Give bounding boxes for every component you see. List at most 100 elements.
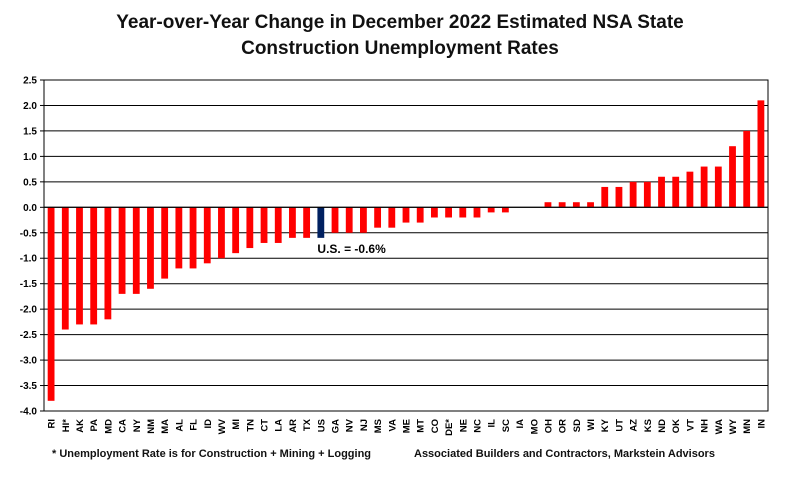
bar-al bbox=[175, 207, 183, 269]
bar-me bbox=[402, 207, 410, 223]
x-tick-label: ND bbox=[657, 419, 668, 433]
x-tick-label: VA bbox=[387, 419, 398, 432]
x-tick-label: OR bbox=[558, 419, 569, 433]
bar-md bbox=[104, 207, 112, 320]
bar-oh bbox=[544, 202, 552, 208]
bar-id bbox=[203, 207, 211, 264]
y-tick-label: 1.0 bbox=[23, 152, 37, 163]
bar-hi bbox=[61, 207, 69, 330]
x-tick-label: MT bbox=[416, 419, 427, 433]
chart-title-line-1: Year-over-Year Change in December 2022 E… bbox=[116, 12, 684, 33]
x-tick-label: WI bbox=[586, 419, 597, 431]
x-tick-label: PA bbox=[89, 419, 100, 432]
x-tick-label: DE* bbox=[444, 419, 455, 436]
x-tick-label: RI bbox=[47, 419, 58, 429]
bar-ar bbox=[289, 207, 296, 238]
x-tick-label: UT bbox=[614, 419, 625, 432]
footnote-source: Associated Builders and Contractors, Mar… bbox=[414, 448, 715, 460]
x-tick-label: ME bbox=[402, 419, 413, 433]
footnote-unemployment-note: * Unemployment Rate is for Construction … bbox=[52, 448, 372, 460]
bar-il bbox=[487, 207, 495, 213]
x-tick-label: NE bbox=[458, 419, 469, 432]
x-tick-label: WA bbox=[714, 419, 725, 434]
y-tick-label: 2.0 bbox=[23, 101, 37, 112]
x-tick-label: MN bbox=[742, 419, 753, 434]
bar-us bbox=[317, 207, 325, 238]
bar-de bbox=[445, 207, 452, 218]
bars bbox=[47, 100, 765, 401]
x-tick-label: NV bbox=[345, 418, 356, 432]
x-tick-label: VT bbox=[685, 419, 696, 431]
bar-wa bbox=[714, 166, 722, 208]
x-tick-label: LA bbox=[274, 419, 285, 432]
bar-pa bbox=[90, 207, 98, 325]
x-tick-label: CA bbox=[118, 419, 129, 433]
bar-ut bbox=[615, 186, 623, 208]
y-tick-label: 2.5 bbox=[23, 76, 37, 87]
chart-title: Year-over-Year Change in December 2022 E… bbox=[0, 10, 800, 62]
x-tick-label: MO bbox=[529, 419, 540, 434]
x-tick-label: NC bbox=[472, 419, 483, 433]
x-tick-label: MI bbox=[231, 419, 242, 430]
chart-title-line-2: Construction Unemployment Rates bbox=[241, 38, 559, 59]
x-tick-label: AZ bbox=[629, 419, 640, 432]
x-tick-label: CO bbox=[430, 419, 441, 433]
x-tick-label: HI* bbox=[61, 419, 72, 433]
x-tick-label: AK bbox=[75, 419, 86, 433]
bar-ga bbox=[331, 207, 339, 233]
bar-az bbox=[629, 181, 637, 208]
x-tick-label: IL bbox=[487, 419, 498, 428]
x-tick-label: SD bbox=[572, 419, 583, 432]
x-tick-label: US bbox=[316, 419, 327, 432]
x-tick-label: AR bbox=[288, 419, 299, 433]
y-axis-tick-labels: 2.5 2.0 1.5 1.0 0.5 0.0 -0.5 -1.0 -1.5 -2.0 -2.5 -3… bbox=[20, 76, 38, 418]
x-tick-label: MA bbox=[160, 419, 171, 434]
x-tick-label: NJ bbox=[359, 419, 370, 431]
bar-ny bbox=[132, 207, 140, 294]
plot-area-frame bbox=[43, 79, 769, 412]
bar-ak bbox=[76, 207, 83, 325]
y-tick-label: -0.5 bbox=[20, 228, 38, 239]
x-tick-label: MS bbox=[373, 419, 384, 433]
bar-nc bbox=[473, 207, 481, 218]
y-tick-label: -3.5 bbox=[20, 381, 38, 392]
us-annotation: U.S. = -0.6% bbox=[317, 242, 386, 256]
bar-wv bbox=[218, 207, 225, 259]
x-tick-label: IA bbox=[515, 419, 526, 429]
x-tick-label: OK bbox=[671, 419, 682, 433]
bar-co bbox=[430, 207, 438, 218]
bar-sd bbox=[572, 202, 580, 208]
y-tick-label: 0.5 bbox=[23, 177, 37, 188]
x-axis-tick-labels: RI HI* AK PA MD CA NY NM MA AL FL ID WV MI TN CT LA AR TX U… bbox=[47, 418, 768, 436]
y-tick-label: 0.0 bbox=[23, 203, 37, 214]
bar-ky bbox=[601, 186, 609, 208]
x-tick-label: FL bbox=[189, 419, 200, 431]
x-tick-label: TN bbox=[245, 419, 256, 432]
bar-ct bbox=[260, 207, 268, 243]
x-tick-label: AL bbox=[174, 419, 185, 432]
bar-ma bbox=[161, 207, 169, 279]
bar-nd bbox=[658, 176, 665, 208]
bar-va bbox=[388, 207, 396, 228]
bar-ok bbox=[672, 176, 680, 208]
x-tick-label: WV bbox=[217, 418, 228, 434]
x-tick-label: NH bbox=[700, 419, 711, 433]
y-tick-label: -1.5 bbox=[20, 279, 38, 290]
x-tick-label: CT bbox=[260, 419, 271, 432]
bar-ca bbox=[118, 207, 126, 294]
bar-nv bbox=[345, 207, 353, 233]
bar-ks bbox=[643, 181, 651, 208]
x-tick-label: NY bbox=[132, 418, 143, 432]
x-tick-label: ID bbox=[203, 419, 214, 429]
bar-ms bbox=[374, 207, 382, 228]
x-tick-label: TX bbox=[302, 418, 313, 431]
bar-tx bbox=[303, 207, 311, 238]
y-tick-label: -3.0 bbox=[20, 356, 38, 367]
bar-vt bbox=[686, 171, 694, 208]
bar-la bbox=[274, 207, 282, 243]
y-tick-label: -1.0 bbox=[20, 254, 38, 265]
x-tick-label: KS bbox=[643, 419, 654, 432]
y-tick-label: -2.0 bbox=[20, 305, 38, 316]
bar-mn bbox=[743, 130, 751, 208]
